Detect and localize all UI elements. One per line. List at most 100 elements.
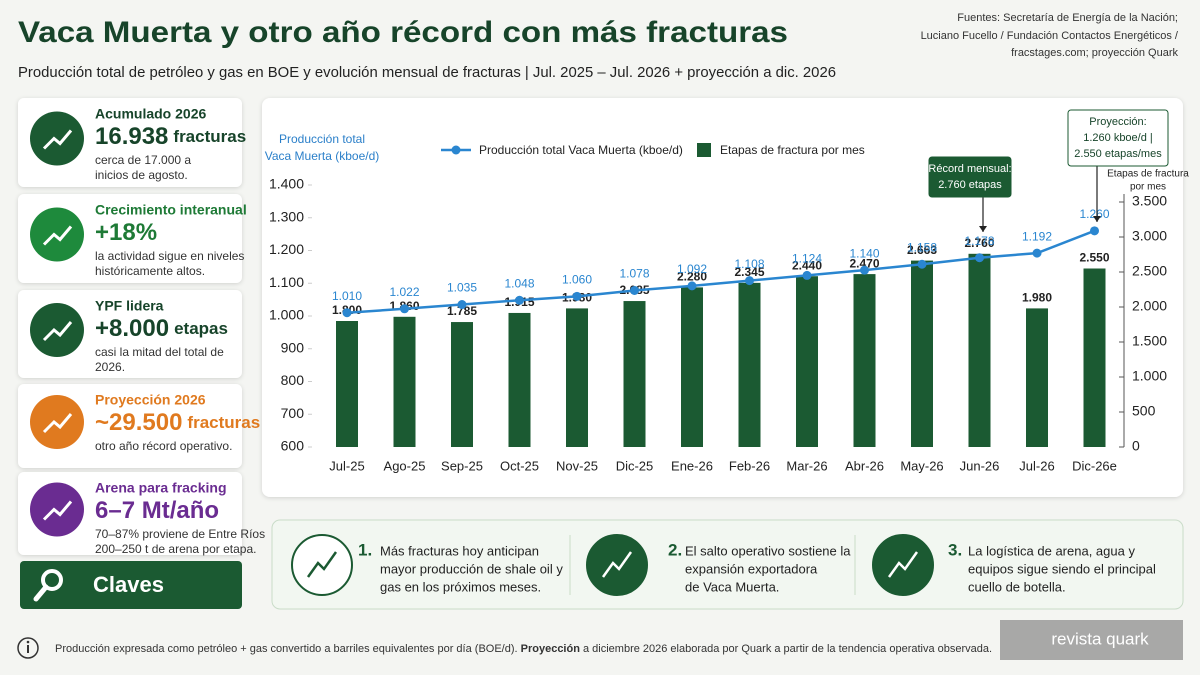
bar — [336, 321, 358, 447]
legend-marker — [451, 145, 461, 155]
line-point — [1032, 248, 1042, 258]
card-value-number: 6–7 Mt/año — [95, 497, 219, 524]
card-icon — [42, 225, 73, 246]
bar — [393, 316, 416, 447]
y-tick-label: 800 — [281, 372, 305, 388]
bar-value-label: 1.980 — [1022, 291, 1052, 305]
x-tick-label: Jun-26 — [960, 458, 1000, 473]
y-tick-label: 600 — [281, 438, 305, 454]
title: Vaca Muerta y otro año récord con más fr… — [18, 16, 788, 49]
annotation-arrowhead — [979, 226, 987, 232]
footer-note: Producción expresada como petróleo + gas… — [55, 643, 992, 655]
card-description: históricamente altos. — [95, 264, 205, 278]
key-number: 3. — [948, 540, 962, 559]
card-value: +8.000 etapas — [95, 315, 228, 342]
key-text: equipos sigue siendo el principal — [968, 561, 1156, 576]
claves-button[interactable] — [20, 561, 242, 609]
y-axis-title: Vaca Muerta (kboe/d) — [265, 149, 380, 163]
card-description: la actividad sigue en niveles — [95, 249, 244, 263]
y2-tick-label: 2.500 — [1132, 263, 1167, 279]
key-text: expansión exportadora — [685, 561, 818, 576]
x-tick-label: Abr-26 — [845, 458, 884, 473]
y-tick-label: 1.400 — [269, 176, 304, 192]
bar-value-label: 2.440 — [792, 258, 822, 272]
line-value-label: 1.108 — [734, 257, 764, 271]
annotation-text: Proyección: — [1089, 116, 1146, 128]
card-label: Arena para fracking — [95, 480, 227, 496]
y-tick-label: 700 — [281, 405, 305, 421]
bar — [911, 260, 933, 447]
annotation-text: Récord mensual: — [928, 163, 1011, 175]
bar-value-label: 1.785 — [447, 304, 477, 318]
x-tick-label: Oct-25 — [500, 458, 539, 473]
line — [346, 229, 1095, 314]
key-icon — [291, 534, 353, 596]
bar — [1026, 308, 1048, 447]
line-point — [802, 270, 812, 280]
line-point — [975, 253, 984, 263]
card-value-number: ~29.500 — [95, 409, 182, 436]
bar — [681, 287, 703, 447]
line-value-label: 1.260 — [1079, 207, 1109, 221]
key-text: gas en los próximos meses. — [380, 579, 541, 594]
annotation-box — [928, 156, 1012, 198]
info-icon — [26, 640, 30, 644]
card-value-number: 16.938 — [95, 123, 168, 150]
bar — [623, 301, 646, 447]
claves-label[interactable]: Claves — [93, 572, 164, 597]
card-icon — [42, 413, 73, 434]
line-value-label: 1.140 — [849, 246, 879, 260]
line-point — [342, 308, 352, 318]
key-text: La logística de arena, agua y — [968, 543, 1135, 558]
line-value-label: 1.060 — [562, 273, 592, 287]
subtitle: Producción total de petróleo y gas en BO… — [18, 64, 836, 81]
card-value-unit: fracturas — [173, 127, 246, 146]
x-tick-label: Ene-26 — [671, 458, 713, 473]
card-icon — [42, 500, 73, 521]
y2-tick-label: 2.000 — [1132, 298, 1167, 314]
x-tick-label: May-26 — [900, 458, 943, 473]
card-value-unit: fracturas — [187, 413, 260, 432]
line-value-label: 1.192 — [1022, 229, 1052, 243]
source: Luciano Fucello / Fundación Contactos En… — [921, 30, 1179, 42]
line-point — [745, 276, 754, 286]
line-value-label: 1.078 — [619, 267, 649, 281]
line-point — [457, 300, 467, 310]
x-tick-label: Ago-25 — [384, 458, 426, 473]
y-tick-label: 1.200 — [269, 241, 304, 257]
footer-text: a diciembre 2026 elaborada por Quark a p… — [580, 643, 992, 655]
card-description: 200–250 t de arena por etapa. — [95, 542, 256, 556]
line-point — [687, 281, 697, 291]
source: fracstages.com; proyección Quark — [1011, 47, 1178, 59]
key-icon — [306, 551, 338, 578]
magnifier-icon — [41, 569, 63, 591]
card-icon — [30, 395, 84, 449]
bar — [853, 274, 876, 447]
bar-value-label: 2.470 — [849, 256, 879, 270]
watermark: revista quark — [1051, 629, 1149, 648]
card-icon — [42, 129, 73, 150]
card-value: +18% — [95, 219, 157, 246]
line-point — [400, 304, 409, 314]
x-tick-label: Nov-25 — [556, 458, 598, 473]
y-axis-title: Producción total — [279, 132, 365, 146]
key-icon — [586, 534, 648, 596]
line-point — [860, 265, 869, 275]
key-number: 1. — [358, 540, 372, 559]
bar — [738, 282, 761, 447]
y2-tick-label: 1.500 — [1132, 333, 1167, 349]
chart-panel — [262, 98, 1183, 497]
card-icon — [30, 482, 84, 537]
card-value-number: +18% — [95, 219, 157, 246]
card-value: 6–7 Mt/año — [95, 497, 219, 524]
card-description: inicios de agosto. — [95, 168, 188, 182]
line-value-label: 1.124 — [792, 252, 822, 266]
key-text: de Vaca Muerta. — [685, 579, 779, 594]
line-point — [1090, 226, 1099, 236]
annotation-arrowhead — [1093, 216, 1101, 222]
info-icon — [17, 637, 39, 659]
card-label: Proyección 2026 — [95, 392, 206, 408]
line-point — [572, 291, 582, 301]
legend-label: Producción total Vaca Muerta (kboe/d) — [479, 143, 683, 157]
